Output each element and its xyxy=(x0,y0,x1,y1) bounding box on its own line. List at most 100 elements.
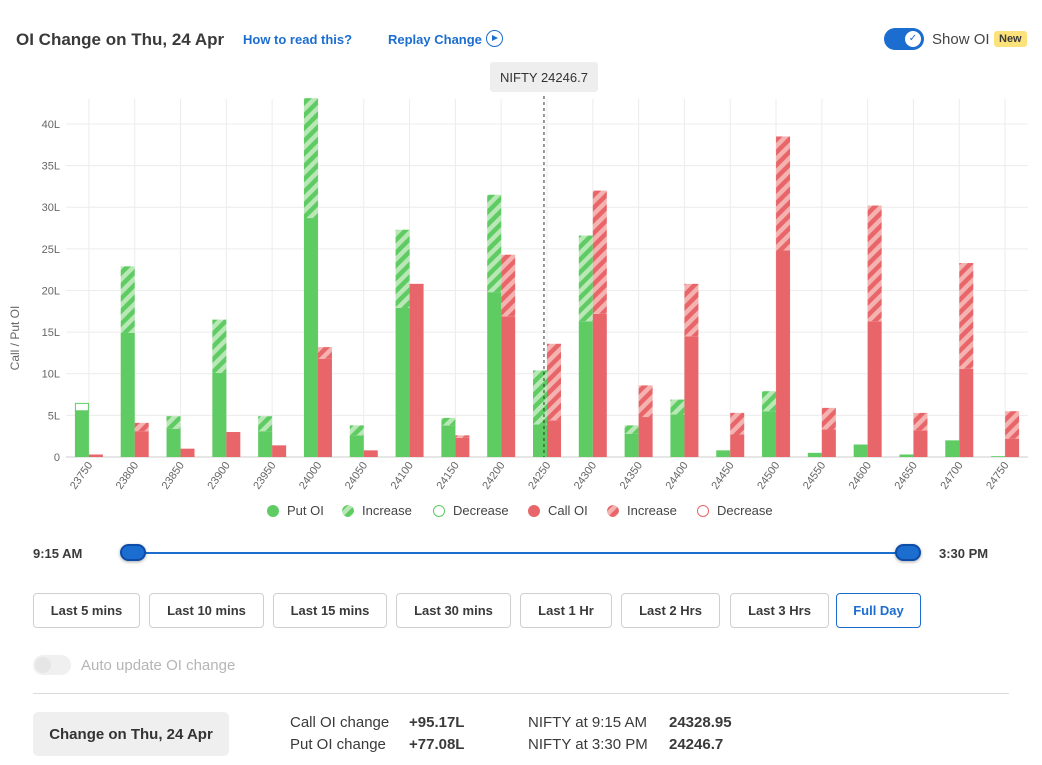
call-oi-bar[interactable] xyxy=(272,445,287,457)
put-oi-bar[interactable] xyxy=(716,450,731,457)
put-oi-bar[interactable] xyxy=(349,435,364,457)
call-oi-bar[interactable] xyxy=(776,250,791,457)
range-last-5-mins-button[interactable]: Last 5 mins xyxy=(33,593,140,628)
call-oi-bar[interactable] xyxy=(180,448,195,457)
put-increase-bar[interactable] xyxy=(624,425,639,434)
put-increase-bar[interactable] xyxy=(533,370,547,425)
call-oi-bar[interactable] xyxy=(684,336,699,457)
put-increase-bar[interactable] xyxy=(349,425,364,436)
call-oi-bar[interactable] xyxy=(867,321,882,457)
new-badge: New xyxy=(994,31,1027,47)
call-oi-bar[interactable] xyxy=(226,432,241,457)
call-oi-bar[interactable] xyxy=(363,450,378,457)
call-increase-bar[interactable] xyxy=(547,343,561,421)
show-oi-label: Show OI xyxy=(932,31,990,48)
spot-price-tooltip xyxy=(489,62,598,92)
call-oi-bar[interactable] xyxy=(821,429,836,457)
call-oi-bar[interactable] xyxy=(455,437,470,457)
put-increase-bar[interactable] xyxy=(395,229,410,308)
put-oi-bar[interactable] xyxy=(991,456,1006,457)
put-oi-bar[interactable] xyxy=(395,307,410,457)
call-oi-bar[interactable] xyxy=(638,417,653,457)
put-oi-bar[interactable] xyxy=(853,444,868,457)
put-decrease-bar[interactable] xyxy=(74,402,89,412)
put-increase-bar[interactable] xyxy=(212,319,227,373)
put-oi-bar[interactable] xyxy=(166,428,181,457)
call-oi-bar[interactable] xyxy=(1005,438,1020,457)
call-increase-bar[interactable] xyxy=(1005,411,1020,439)
call-increase-bar[interactable] xyxy=(730,412,745,435)
range-last-2-hrs-button[interactable]: Last 2 Hrs xyxy=(621,593,720,628)
put-increase-bar[interactable] xyxy=(762,391,777,412)
call-oi-bar[interactable] xyxy=(547,420,561,457)
time-range-buttons: Last 5 mins Last 10 mins Last 15 mins La… xyxy=(33,593,1033,628)
call-oi-bar[interactable] xyxy=(959,368,974,457)
timeline-start-handle[interactable] xyxy=(120,544,146,561)
put-oi-bar[interactable] xyxy=(670,414,685,457)
y-tick-label: 35L xyxy=(42,161,60,173)
change-date-button[interactable]: Change on Thu, 24 Apr xyxy=(33,712,229,756)
replay-change-link[interactable]: Replay Change xyxy=(388,32,482,47)
put-increase-bar[interactable] xyxy=(303,98,318,219)
put-increase-bar[interactable] xyxy=(166,416,181,429)
put-oi-bar[interactable] xyxy=(258,431,273,457)
call-oi-bar[interactable] xyxy=(134,431,149,457)
put-oi-bar[interactable] xyxy=(487,292,502,457)
put-increase-swatch xyxy=(342,505,354,517)
call-oi-bar[interactable] xyxy=(730,434,745,457)
show-oi-toggle[interactable]: ✓ xyxy=(884,28,924,50)
call-oi-bar[interactable] xyxy=(409,283,424,457)
put-increase-bar[interactable] xyxy=(441,417,456,426)
put-increase-bar[interactable] xyxy=(670,399,685,415)
call-increase-bar[interactable] xyxy=(317,347,332,359)
call-increase-bar[interactable] xyxy=(959,263,974,369)
put-oi-bar[interactable] xyxy=(762,411,777,457)
timeline-slider-track[interactable] xyxy=(132,552,908,554)
put-increase-bar[interactable] xyxy=(258,416,273,432)
how-to-read-link[interactable]: How to read this? xyxy=(243,32,353,47)
put-oi-bar[interactable] xyxy=(624,433,639,457)
call-increase-bar[interactable] xyxy=(913,412,928,431)
put-increase-bar[interactable] xyxy=(120,266,135,333)
put-oi-bar[interactable] xyxy=(212,372,227,457)
call-oi-bar[interactable] xyxy=(913,430,928,457)
range-last-30-mins-button[interactable]: Last 30 mins xyxy=(396,593,511,628)
call-increase-bar[interactable] xyxy=(134,422,149,432)
call-increase-bar[interactable] xyxy=(592,190,607,314)
put-oi-bar[interactable] xyxy=(120,332,135,457)
put-oi-bar[interactable] xyxy=(807,452,822,457)
play-circle-icon[interactable] xyxy=(486,30,503,47)
x-tick-label: 23900 xyxy=(205,460,232,492)
put-increase-bar[interactable] xyxy=(487,194,502,293)
put-oi-bar[interactable] xyxy=(441,425,456,457)
put-oi-bar[interactable] xyxy=(578,321,593,457)
call-increase-bar[interactable] xyxy=(821,407,836,430)
timeline-end-handle[interactable] xyxy=(895,544,921,561)
put-oi-bar[interactable] xyxy=(533,424,547,457)
auto-update-toggle[interactable] xyxy=(33,655,71,675)
x-tick-label: 24000 xyxy=(297,460,324,492)
call-increase-bar[interactable] xyxy=(638,385,653,418)
range-last-1-hr-button[interactable]: Last 1 Hr xyxy=(520,593,612,628)
range-last-15-mins-button[interactable]: Last 15 mins xyxy=(273,593,387,628)
call-oi-bar[interactable] xyxy=(501,316,516,457)
call-oi-bar[interactable] xyxy=(317,358,332,457)
call-decrease-swatch xyxy=(697,505,709,517)
call-oi-bar[interactable] xyxy=(88,454,103,457)
put-oi-bar[interactable] xyxy=(899,454,914,457)
range-last-3-hrs-button[interactable]: Last 3 Hrs xyxy=(730,593,829,628)
put-increase-bar[interactable] xyxy=(578,235,593,322)
call-increase-bar[interactable] xyxy=(867,205,882,322)
call-increase-bar[interactable] xyxy=(501,254,516,317)
call-increase-bar[interactable] xyxy=(684,283,699,337)
nifty-end-label: NIFTY at 3:30 PM xyxy=(528,736,648,753)
put-oi-bar[interactable] xyxy=(74,410,89,457)
call-increase-bar[interactable] xyxy=(776,136,791,251)
put-oi-bar[interactable] xyxy=(303,218,318,457)
put-oi-bar[interactable] xyxy=(945,440,960,457)
call-oi-bar[interactable] xyxy=(592,313,607,457)
x-tick-label: 24250 xyxy=(526,460,553,492)
call-increase-bar[interactable] xyxy=(455,435,470,438)
range-full-day-button[interactable]: Full Day xyxy=(836,593,921,628)
range-last-10-mins-button[interactable]: Last 10 mins xyxy=(149,593,264,628)
